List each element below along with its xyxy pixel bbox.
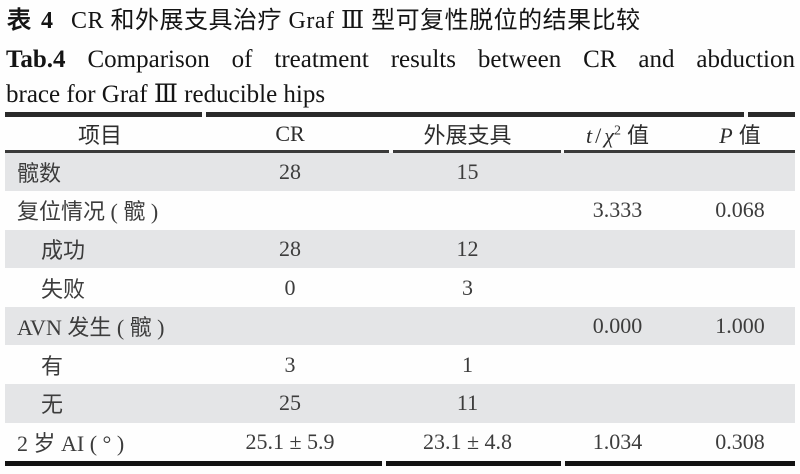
cell-p: 1.000 bbox=[715, 313, 765, 339]
cell-cr: 3 bbox=[284, 351, 296, 377]
cell-p: 0.308 bbox=[715, 428, 765, 454]
table-top-rule bbox=[5, 112, 795, 117]
cell-cr: 25.1 ± 5.9 bbox=[245, 428, 335, 454]
cell-cr: 28 bbox=[279, 158, 301, 184]
table-row-reduction-status: 复位情况 ( 髋 ) 3.333 0.068 bbox=[5, 191, 795, 230]
cell-brace: 11 bbox=[456, 390, 479, 416]
table-row-ai-2years: 2 岁 AI ( ° ) 25.1 ± 5.9 23.1 ± 4.8 1.034… bbox=[5, 423, 795, 462]
cell-brace: 12 bbox=[456, 235, 479, 261]
row-label: 2 岁 AI ( ° ) bbox=[17, 430, 125, 456]
cell-brace: 3 bbox=[462, 274, 473, 300]
cell-cr: 25 bbox=[279, 390, 301, 416]
row-label: 复位情况 ( 髋 ) bbox=[17, 199, 159, 225]
table-row-hip-count: 髋数 28 15 bbox=[5, 152, 795, 192]
table-caption-zh-text: CR 和外展支具治疗 Graf Ⅲ 型可复性脱位的结果比较 bbox=[71, 8, 641, 34]
p-symbol: P bbox=[719, 122, 733, 148]
cell-stat: 3.333 bbox=[592, 197, 643, 223]
table-caption-zh: 表 4 CR 和外展支具治疗 Graf Ⅲ 型可复性脱位的结果比较 bbox=[7, 4, 794, 38]
row-label: 无 bbox=[41, 392, 64, 418]
row-label: AVN 发生 ( 髋 ) bbox=[17, 315, 165, 341]
stat-chi-exponent: 2 bbox=[613, 123, 621, 139]
table-row-avn-yes: 有 3 1 bbox=[5, 345, 795, 384]
table-row-failure: 失败 0 3 bbox=[5, 268, 795, 307]
table-row-avn-no: 无 25 11 bbox=[5, 384, 795, 423]
row-label: 失败 bbox=[41, 276, 86, 302]
table-bottom-rule bbox=[5, 461, 795, 467]
table-caption-en-line1: Tab.4 Comparison of treatment results be… bbox=[6, 42, 795, 77]
cell-brace: 15 bbox=[456, 158, 479, 184]
table-row-success: 成功 28 12 bbox=[5, 229, 795, 269]
stat-t-symbol: t bbox=[586, 122, 593, 148]
row-label: 有 bbox=[41, 353, 64, 379]
table-row-avn-occurrence: AVN 发生 ( 髋 ) 0.000 1.000 bbox=[5, 306, 795, 346]
cell-p: 0.068 bbox=[715, 197, 765, 223]
cell-brace: 23.1 ± 4.8 bbox=[422, 428, 513, 454]
stat-slash: / bbox=[595, 122, 602, 148]
table-header-rule bbox=[5, 150, 795, 153]
table-caption-en-line2: brace for Graf Ⅲ reducible hips bbox=[6, 77, 795, 112]
cell-stat: 0.000 bbox=[592, 313, 643, 339]
column-header-statistic: t / χ2 值 bbox=[550, 118, 685, 150]
cell-cr: 0 bbox=[284, 274, 296, 300]
table-body: 髋数 28 15 复位情况 ( 髋 ) 3.333 0.068 成功 28 12 bbox=[5, 152, 795, 462]
cell-stat: 1.034 bbox=[592, 428, 643, 454]
stat-chi-symbol: χ bbox=[604, 122, 614, 148]
column-header-cr: CR bbox=[275, 120, 305, 146]
column-header-item: 项目 bbox=[77, 122, 122, 148]
table-caption-en-text2: brace for Graf Ⅲ reducible hips bbox=[6, 81, 326, 108]
stat-zhi: 值 bbox=[626, 122, 649, 148]
cell-cr: 28 bbox=[279, 235, 301, 261]
p-zhi: 值 bbox=[738, 122, 761, 148]
table-caption-en-label: Tab.4 bbox=[6, 46, 66, 73]
row-label: 成功 bbox=[41, 237, 86, 263]
table-caption-zh-label: 表 4 bbox=[7, 8, 55, 34]
cell-brace: 1 bbox=[462, 351, 473, 377]
column-header-brace: 外展支具 bbox=[423, 122, 512, 148]
row-label: 髋数 bbox=[17, 160, 62, 186]
table-caption-en-text1: Comparison of treatment results between … bbox=[87, 46, 796, 73]
